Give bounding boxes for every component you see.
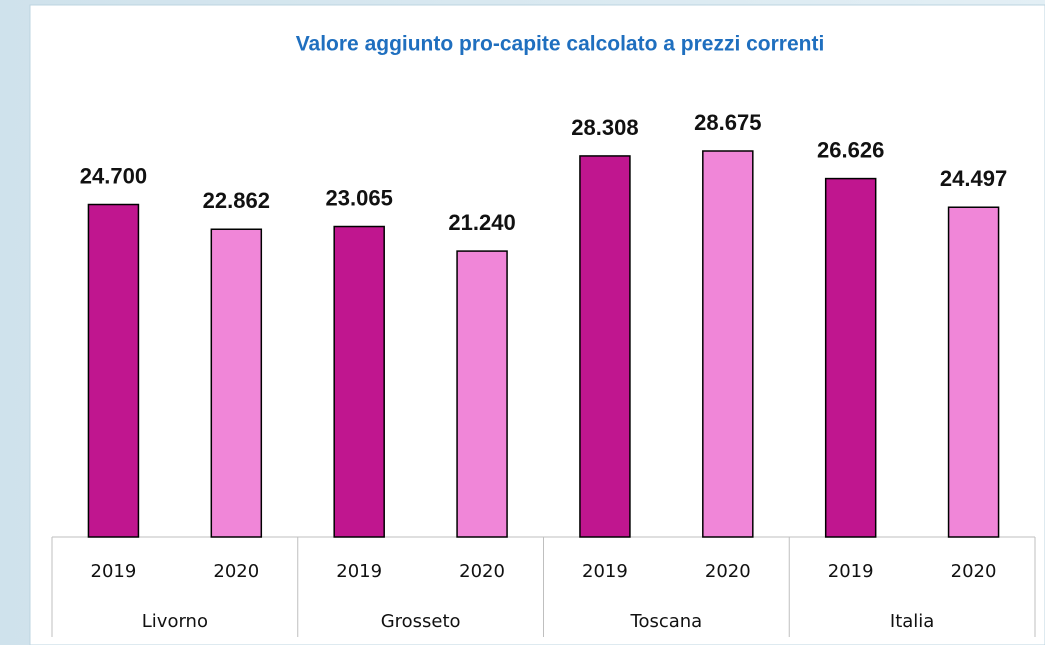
bar	[456, 250, 508, 538]
bar	[333, 225, 385, 538]
x-tick-label: 2020	[951, 561, 997, 582]
x-tick-label: 2019	[828, 561, 874, 582]
chart-title: Valore aggiunto pro-capite calcolato a p…	[296, 33, 825, 56]
x-tick-label: 2019	[582, 561, 628, 582]
data-label: 21.240	[448, 210, 515, 235]
bar	[947, 206, 1000, 538]
x-group-label: Italia	[890, 611, 934, 632]
x-tick-label: 2019	[336, 561, 382, 582]
data-label: 23.065	[326, 185, 393, 210]
x-group-label: Grosseto	[381, 611, 461, 632]
data-label: 22.862	[203, 188, 270, 213]
data-label: 28.675	[694, 110, 761, 135]
x-group-label: Livorno	[142, 611, 208, 632]
x-tick-label: 2020	[213, 561, 259, 582]
x-tick-label: 2020	[459, 561, 505, 582]
bar	[579, 155, 631, 538]
x-group-label: Toscana	[630, 611, 703, 632]
chart-panel	[29, 4, 1045, 645]
x-tick-label: 2020	[705, 561, 751, 582]
data-label: 24.497	[940, 166, 1007, 191]
bar	[210, 228, 263, 538]
bar	[87, 203, 140, 538]
bar	[702, 150, 754, 538]
data-label: 24.700	[80, 163, 147, 188]
x-tick-label: 2019	[91, 561, 137, 582]
data-label: 28.308	[571, 115, 638, 140]
data-label: 26.626	[817, 137, 884, 162]
bar	[824, 177, 877, 538]
